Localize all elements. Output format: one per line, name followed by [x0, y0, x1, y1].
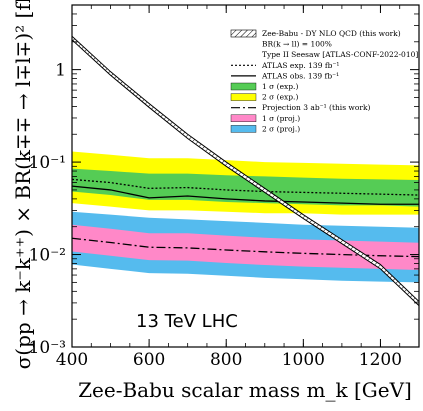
legend-label: Type II Seesaw [ATLAS-CONF-2022-010] — [262, 50, 418, 59]
ticks-layer — [71, 4, 420, 348]
legend-label: 2 σ (proj.) — [262, 124, 300, 133]
legend-swatch — [230, 125, 257, 133]
y-tick-label: 10⁻³ — [29, 338, 66, 358]
legend-entry-br-k-ll-100: BR(k → ll) = 100% — [262, 40, 332, 49]
legend-label: ATLAS exp. 139 fb⁻¹ — [261, 61, 339, 70]
legend: Zee-Babu - DY NLO QCD (this work) BR(k → … — [230, 29, 418, 133]
x-tick-label: 600 — [133, 350, 165, 370]
legend-entry-2-exp: 2 σ (exp.) — [230, 93, 298, 102]
y-tick-label: 10⁻² — [29, 246, 66, 266]
legend-entry-atlas-obs-139-fb: ATLAS obs. 139 fb⁻¹ — [231, 71, 339, 80]
line-atlas-exp-139-fb — [72, 178, 419, 196]
legend-entry-type-ii-seesaw-atlas-conf-2022-010: Type II Seesaw [ATLAS-CONF-2022-010] — [262, 50, 418, 59]
x-tick-label: 1200 — [359, 350, 402, 370]
legend-label: Projection 3 ab⁻¹ (this work) — [262, 103, 370, 112]
lines-layer — [72, 35, 419, 307]
legend-entry-atlas-exp-139-fb: ATLAS exp. 139 fb⁻¹ — [231, 61, 339, 70]
annotation-lhc: 13 TeV LHC — [136, 311, 238, 332]
legend-entry-projection-3-ab-this-work: Projection 3 ab⁻¹ (this work) — [231, 103, 370, 112]
band-1-proj — [72, 224, 419, 271]
legend-swatch — [230, 29, 257, 38]
x-tick-label: 1000 — [282, 350, 325, 370]
legend-label: 1 σ (proj.) — [262, 114, 300, 123]
y-tick-label: 1 — [55, 61, 66, 81]
line-atlas-obs-139-fb — [72, 185, 419, 205]
band-theory-zee-babu — [72, 35, 419, 307]
x-axis-title: Zee-Babu scalar mass m_k [GeV] — [78, 378, 412, 402]
legend-entry-zee-babu-dy-nlo-qcd-this-work: Zee-Babu - DY NLO QCD (this work) — [230, 29, 401, 38]
legend-label: BR(k → ll) = 100% — [262, 40, 332, 49]
legend-entry-1-proj: 1 σ (proj.) — [230, 114, 300, 123]
x-tick-label: 800 — [210, 350, 242, 370]
legend-swatch — [230, 82, 257, 91]
y-tick-label: 10⁻¹ — [29, 153, 66, 173]
tick-labels-layer: 400 600 800 1000 1200 10⁻³ 10⁻² 10⁻¹ 1 — [29, 61, 402, 370]
legend-label: Zee-Babu - DY NLO QCD (this work) — [262, 29, 401, 38]
legend-label: 1 σ (exp.) — [262, 82, 298, 91]
bands-layer — [72, 151, 419, 283]
x-tick-label: 400 — [56, 350, 88, 370]
legend-entry-1-exp: 1 σ (exp.) — [230, 82, 298, 91]
legend-label: ATLAS obs. 139 fb⁻¹ — [261, 71, 339, 80]
legend-swatch — [230, 114, 257, 123]
y-axis-title: σ(pp → k⁻k⁺⁺) × BR(k∓∓ → l∓l∓)² [fb] — [11, 0, 35, 369]
legend-label: 2 σ (exp.) — [262, 93, 298, 102]
legend-swatch — [230, 93, 257, 101]
legend-entry-2-proj: 2 σ (proj.) — [230, 124, 300, 133]
